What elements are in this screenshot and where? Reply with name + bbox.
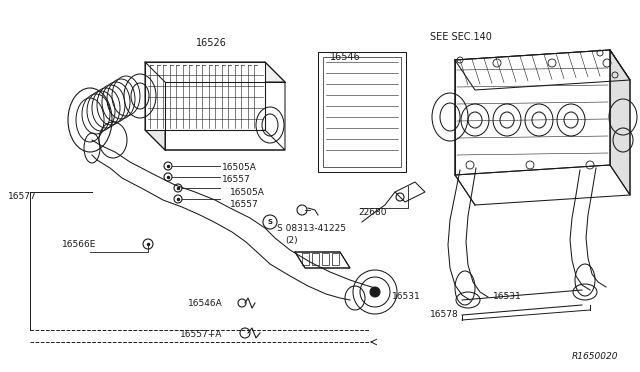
Bar xyxy=(312,253,319,265)
Bar xyxy=(318,52,406,172)
Text: 16526: 16526 xyxy=(196,38,227,48)
Text: 16531: 16531 xyxy=(392,292,420,301)
Bar xyxy=(332,253,339,265)
Text: 16505A: 16505A xyxy=(222,163,257,172)
Bar xyxy=(302,253,309,265)
Polygon shape xyxy=(145,62,265,130)
Bar xyxy=(323,57,401,167)
Text: 16577: 16577 xyxy=(8,192,36,201)
Text: 16578: 16578 xyxy=(430,310,459,319)
Polygon shape xyxy=(145,62,285,82)
Text: 22680: 22680 xyxy=(358,208,387,217)
Text: 16546: 16546 xyxy=(330,52,361,62)
Text: R1650020: R1650020 xyxy=(572,352,618,361)
Polygon shape xyxy=(395,182,425,202)
Text: 16557: 16557 xyxy=(222,175,251,184)
Text: (2): (2) xyxy=(285,236,298,245)
Polygon shape xyxy=(455,50,630,90)
Text: 16531: 16531 xyxy=(493,292,522,301)
Polygon shape xyxy=(145,62,165,150)
Bar xyxy=(322,253,329,265)
Text: 16557+A: 16557+A xyxy=(180,330,222,339)
Ellipse shape xyxy=(370,287,380,297)
Text: S: S xyxy=(267,219,272,225)
Text: 16557: 16557 xyxy=(230,200,259,209)
Polygon shape xyxy=(455,50,610,175)
Polygon shape xyxy=(295,252,350,268)
Polygon shape xyxy=(610,50,630,195)
Text: 16546A: 16546A xyxy=(188,299,223,308)
Text: S 08313-41225: S 08313-41225 xyxy=(277,224,346,233)
Text: 16505A: 16505A xyxy=(230,188,265,197)
Text: SEE SEC.140: SEE SEC.140 xyxy=(430,32,492,42)
Text: 16566E: 16566E xyxy=(62,240,97,249)
